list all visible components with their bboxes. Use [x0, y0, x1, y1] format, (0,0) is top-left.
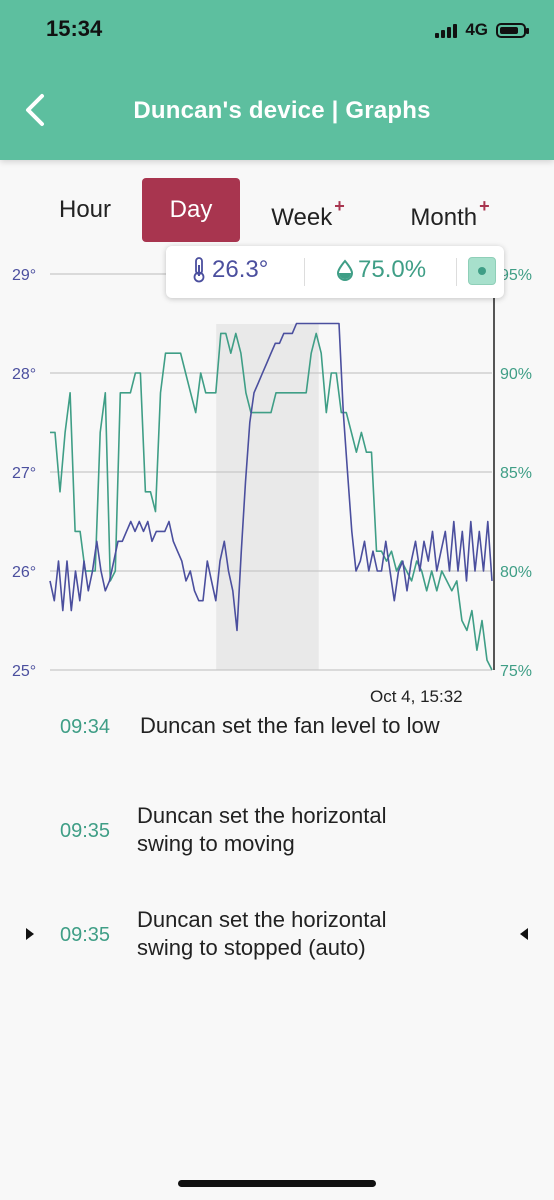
network-label: 4G — [465, 20, 488, 39]
range-tabs: Hour Day Week + Month + — [0, 178, 554, 242]
history-chart[interactable]: 29° 95% 28° 90% 27° 85% 26° 80% 25° 75% — [0, 250, 554, 710]
tab-label: Hour — [58, 196, 112, 223]
tab-label: Day — [169, 196, 213, 223]
tab-week[interactable]: Week + — [258, 178, 358, 242]
tab-hour[interactable]: Hour — [40, 178, 130, 242]
tab-month[interactable]: Month + — [392, 178, 508, 242]
tab-label: Month — [410, 204, 478, 231]
status-indicator-icon — [468, 257, 496, 285]
tab-day[interactable]: Day — [142, 178, 240, 242]
right-tick-label: 90% — [500, 366, 532, 383]
right-tick-label: 80% — [500, 564, 532, 581]
event-time: 09:35 — [60, 820, 111, 842]
selection-arrow-left-icon — [520, 928, 528, 940]
left-tick-label: 29° — [12, 267, 36, 284]
premium-marker: + — [479, 196, 490, 216]
back-button[interactable] — [20, 90, 52, 130]
cursor-timestamp: Oct 4, 15:32 — [370, 687, 463, 706]
status-indicators: 4G — [435, 20, 529, 40]
status-time: 15:34 — [46, 16, 103, 41]
event-text-line-2: swing to moving — [137, 831, 295, 856]
left-tick-label: 26° — [12, 564, 36, 581]
event-time: 09:34 — [60, 716, 111, 738]
temperature-value: 26.3° — [212, 256, 269, 283]
left-tick-label: 28° — [12, 366, 36, 383]
event-text-line-1: Duncan set the horizontal — [137, 803, 387, 828]
highlight-band — [216, 324, 319, 670]
app-header: 15:34 4G Duncan's device | Graphs — [0, 0, 554, 160]
battery-icon — [496, 22, 529, 38]
event-text-line-1: Duncan set the horizontal — [137, 907, 387, 932]
event-text-line-2: swing to stopped (auto) — [137, 935, 366, 960]
signal-icon — [435, 22, 458, 38]
premium-marker: + — [334, 196, 345, 216]
divider — [456, 258, 457, 286]
chart-canvas[interactable]: 29° 95% 28° 90% 27° 85% 26° 80% 25° 75% — [0, 250, 554, 710]
temperature-readout: 26.3° — [192, 256, 268, 284]
left-tick-label: 25° — [12, 663, 36, 680]
water-drop-icon — [336, 259, 354, 281]
event-time: 09:35 — [60, 924, 111, 946]
tab-label: Week — [271, 204, 333, 231]
right-tick-label: 95% — [500, 267, 532, 284]
readout-tooltip: 26.3° 75.0% — [166, 246, 504, 298]
thermometer-icon — [193, 257, 205, 283]
divider — [304, 258, 305, 286]
left-tick-label: 27° — [12, 465, 36, 482]
event-text: Duncan set the fan level to low — [140, 713, 440, 738]
humidity-readout: 75.0% — [336, 256, 426, 284]
selection-arrow-right-icon — [26, 928, 34, 940]
page-title: Duncan's device | Graphs — [133, 97, 431, 124]
temperature-line — [49, 322, 493, 632]
home-indicator — [178, 1180, 376, 1187]
humidity-value: 75.0% — [358, 256, 427, 283]
chevron-left-icon — [26, 94, 44, 126]
right-tick-label: 75% — [500, 663, 532, 680]
right-tick-label: 85% — [500, 465, 532, 482]
